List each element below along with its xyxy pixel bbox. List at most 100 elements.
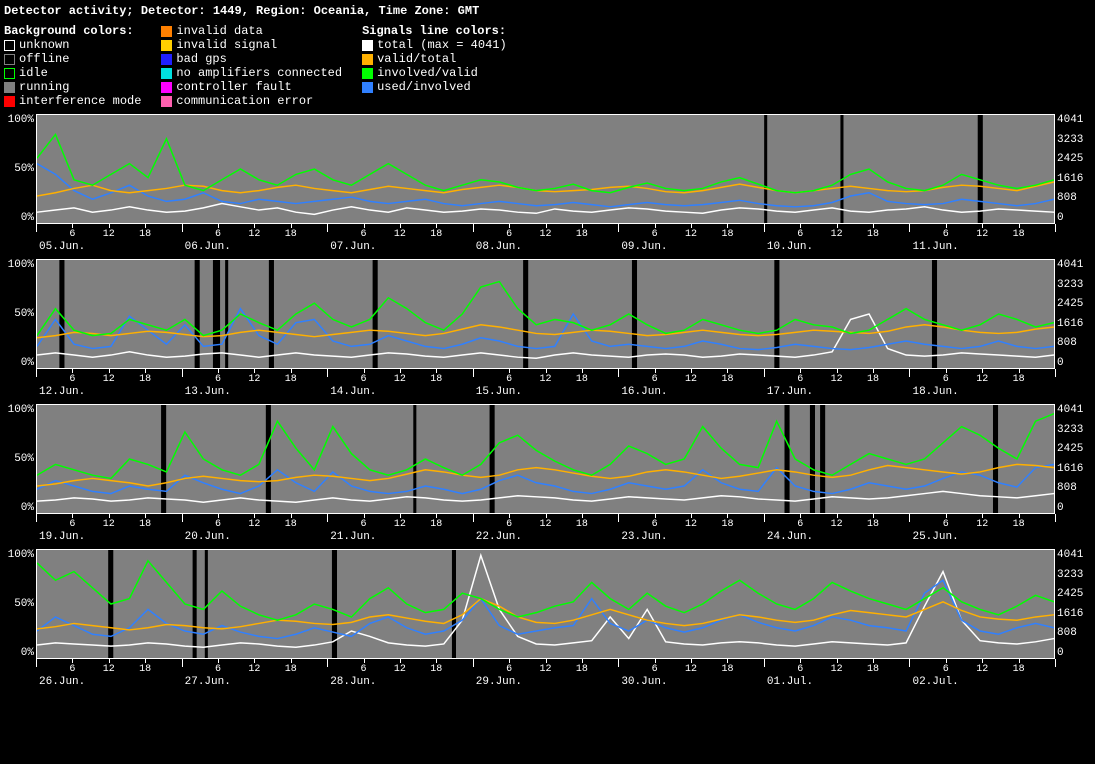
x-date-label: 24.Jun. [767, 531, 813, 543]
x-hour-label: 12 [394, 519, 406, 530]
y-axis-right: 40413233242516168080 [1055, 549, 1091, 659]
x-hour-label: 12 [831, 229, 843, 240]
x-hour-label: 12 [103, 519, 115, 530]
x-hour-label: 6 [69, 664, 75, 675]
chart-row: 100%50%0%4041323324251616808012.Jun.6121… [4, 259, 1091, 404]
x-hour-label: 6 [506, 229, 512, 240]
x-hour-label: 6 [215, 519, 221, 530]
y-axis-left: 100%50%0% [4, 549, 34, 659]
legend-label: interference mode [19, 94, 141, 108]
x-date-label: 19.Jun. [39, 531, 85, 543]
x-hour-label: 12 [685, 519, 697, 530]
y-axis-left: 100%50%0% [4, 404, 34, 514]
x-date-label: 06.Jun. [185, 241, 231, 253]
x-hour-label: 6 [69, 519, 75, 530]
x-hour-label: 12 [539, 229, 551, 240]
x-hour-label: 12 [248, 374, 260, 385]
legend-label: running [19, 80, 69, 94]
legend-item: involved/valid [362, 66, 507, 80]
x-hour-label: 18 [285, 229, 297, 240]
x-date-label: 27.Jun. [185, 676, 231, 688]
x-hour-label: 6 [943, 374, 949, 385]
x-date-label: 16.Jun. [621, 386, 667, 398]
x-hour-label: 12 [685, 229, 697, 240]
y-axis-left: 100%50%0% [4, 114, 34, 224]
legend-item: bad gps [161, 52, 342, 66]
legend-label: offline [19, 52, 69, 66]
x-hour-label: 12 [976, 519, 988, 530]
x-hour-label: 6 [506, 664, 512, 675]
x-axis: 05.Jun.6121806.Jun.6121807.Jun.6121808.J… [36, 224, 1055, 258]
plot-area [36, 404, 1055, 514]
x-hour-label: 12 [394, 374, 406, 385]
y-axis-right: 40413233242516168080 [1055, 404, 1091, 514]
x-hour-label: 12 [539, 664, 551, 675]
legend-item: interference mode [4, 94, 141, 108]
legend-item: total (max = 4041) [362, 38, 507, 52]
x-hour-label: 12 [248, 229, 260, 240]
x-hour-label: 18 [1013, 519, 1025, 530]
x-axis: 19.Jun.6121820.Jun.6121821.Jun.6121822.J… [36, 514, 1055, 548]
x-date-label: 15.Jun. [476, 386, 522, 398]
x-hour-label: 6 [506, 374, 512, 385]
x-hour-label: 12 [394, 229, 406, 240]
x-hour-label: 18 [576, 229, 588, 240]
legend-item: controller fault [161, 80, 342, 94]
x-hour-label: 6 [506, 519, 512, 530]
x-hour-label: 18 [576, 374, 588, 385]
x-hour-label: 6 [69, 374, 75, 385]
x-date-label: 26.Jun. [39, 676, 85, 688]
x-hour-label: 18 [139, 229, 151, 240]
x-hour-label: 6 [797, 229, 803, 240]
x-hour-label: 12 [831, 519, 843, 530]
y-axis-right: 40413233242516168080 [1055, 114, 1091, 224]
legend-label: no amplifiers connected [176, 66, 342, 80]
x-hour-label: 12 [976, 229, 988, 240]
x-hour-label: 12 [248, 664, 260, 675]
x-hour-label: 12 [976, 374, 988, 385]
legend-item: no amplifiers connected [161, 66, 342, 80]
x-hour-label: 18 [1013, 664, 1025, 675]
x-hour-label: 18 [721, 229, 733, 240]
plot-area [36, 114, 1055, 224]
x-hour-label: 18 [1013, 229, 1025, 240]
x-hour-label: 18 [139, 374, 151, 385]
x-axis: 26.Jun.6121827.Jun.6121828.Jun.6121829.J… [36, 659, 1055, 693]
x-hour-label: 6 [652, 229, 658, 240]
x-date-label: 17.Jun. [767, 386, 813, 398]
x-hour-label: 18 [576, 519, 588, 530]
x-date-label: 09.Jun. [621, 241, 667, 253]
x-hour-label: 6 [943, 229, 949, 240]
plot-area [36, 259, 1055, 369]
x-axis: 12.Jun.6121813.Jun.6121814.Jun.6121815.J… [36, 369, 1055, 403]
x-hour-label: 6 [215, 374, 221, 385]
x-hour-label: 18 [721, 664, 733, 675]
x-date-label: 30.Jun. [621, 676, 667, 688]
x-hour-label: 6 [215, 664, 221, 675]
x-hour-label: 12 [539, 519, 551, 530]
legend-item: unknown [4, 38, 141, 52]
legend-label: valid/total [377, 52, 456, 66]
x-hour-label: 6 [361, 229, 367, 240]
legend-bg-heading: Background colors: [4, 24, 141, 38]
x-hour-label: 18 [139, 664, 151, 675]
x-hour-label: 6 [652, 519, 658, 530]
legend-label: unknown [19, 38, 69, 52]
legend-item: valid/total [362, 52, 507, 66]
x-date-label: 13.Jun. [185, 386, 231, 398]
x-hour-label: 18 [430, 519, 442, 530]
x-hour-label: 6 [361, 374, 367, 385]
x-hour-label: 18 [867, 664, 879, 675]
x-date-label: 21.Jun. [330, 531, 376, 543]
x-hour-label: 6 [361, 519, 367, 530]
legend-item: communication error [161, 94, 342, 108]
plot-area [36, 549, 1055, 659]
legend-label: communication error [176, 94, 313, 108]
legend-item: running [4, 80, 141, 94]
x-date-label: 22.Jun. [476, 531, 522, 543]
y-axis-right: 40413233242516168080 [1055, 259, 1091, 369]
x-hour-label: 18 [139, 519, 151, 530]
legend-item: offline [4, 52, 141, 66]
x-hour-label: 12 [103, 664, 115, 675]
x-date-label: 01.Jul. [767, 676, 813, 688]
